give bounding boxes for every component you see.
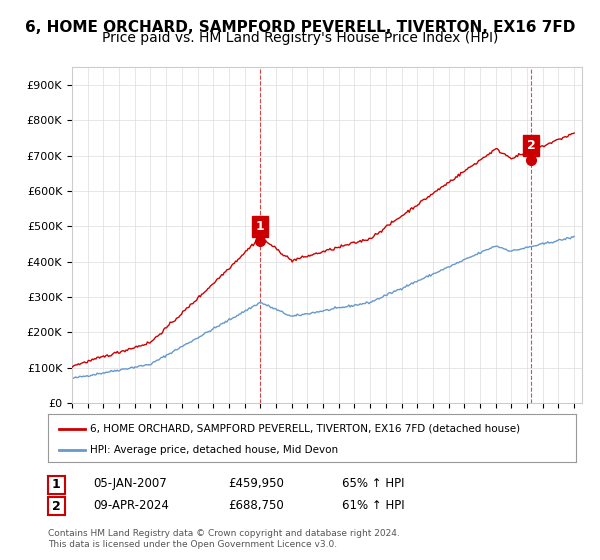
Text: £688,750: £688,750 [228,498,284,512]
Text: 2: 2 [52,500,61,513]
Text: 6, HOME ORCHARD, SAMPFORD PEVERELL, TIVERTON, EX16 7FD (detached house): 6, HOME ORCHARD, SAMPFORD PEVERELL, TIVE… [90,424,520,433]
Text: Contains HM Land Registry data © Crown copyright and database right 2024.
This d: Contains HM Land Registry data © Crown c… [48,529,400,549]
Text: 65% ↑ HPI: 65% ↑ HPI [342,477,404,491]
Text: 1: 1 [256,220,265,233]
Text: 2: 2 [527,139,535,152]
Text: HPI: Average price, detached house, Mid Devon: HPI: Average price, detached house, Mid … [90,445,338,455]
Text: £459,950: £459,950 [228,477,284,491]
Text: 1: 1 [52,478,61,492]
Text: 05-JAN-2007: 05-JAN-2007 [93,477,167,491]
Text: 61% ↑ HPI: 61% ↑ HPI [342,498,404,512]
Text: 09-APR-2024: 09-APR-2024 [93,498,169,512]
Text: 6, HOME ORCHARD, SAMPFORD PEVERELL, TIVERTON, EX16 7FD: 6, HOME ORCHARD, SAMPFORD PEVERELL, TIVE… [25,20,575,35]
Text: Price paid vs. HM Land Registry's House Price Index (HPI): Price paid vs. HM Land Registry's House … [102,31,498,45]
